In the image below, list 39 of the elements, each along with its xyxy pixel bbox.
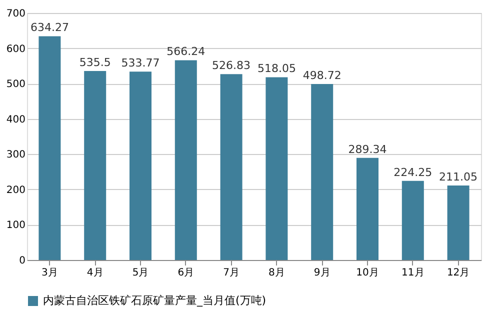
y-tick-label: 700 xyxy=(6,8,26,20)
data-label: 498.72 xyxy=(302,69,342,82)
bar xyxy=(356,158,378,260)
legend-label: 内蒙古自治区铁矿石原矿量产量_当月值(万吨) xyxy=(43,294,266,307)
data-label: 211.05 xyxy=(439,170,478,184)
bar xyxy=(174,60,197,260)
bar xyxy=(84,71,106,260)
data-label: 518.05 xyxy=(257,62,296,76)
y-tick-label: 500 xyxy=(6,79,26,90)
data-label: 566.24 xyxy=(166,45,206,58)
y-tick-label: 300 xyxy=(6,150,26,161)
x-tick-label: 3月 xyxy=(42,268,58,278)
y-tick-label: 200 xyxy=(6,184,26,196)
bar xyxy=(130,72,152,260)
bar xyxy=(402,180,424,260)
y-tick-label: 0 xyxy=(19,256,26,266)
data-label: 526.83 xyxy=(212,59,251,72)
x-tick-label: 9月 xyxy=(314,268,330,278)
data-label: 224.25 xyxy=(394,166,432,179)
y-tick-label: 600 xyxy=(6,44,26,55)
y-tick-label: 400 xyxy=(6,114,26,126)
data-label: 634.27 xyxy=(30,21,69,34)
x-tick-label: 12月 xyxy=(446,268,470,278)
x-tick-label: 7月 xyxy=(223,268,240,278)
x-tick-label: 5月 xyxy=(132,268,149,278)
data-label: 535.5 xyxy=(79,56,111,70)
bar xyxy=(447,186,470,260)
bar xyxy=(220,74,242,260)
x-tick-label: 10月 xyxy=(356,268,379,278)
data-label: 289.34 xyxy=(348,142,387,156)
x-tick-label: 4月 xyxy=(86,268,104,278)
y-tick-label: 100 xyxy=(6,220,26,232)
bar xyxy=(311,84,334,260)
bar xyxy=(266,77,288,260)
bar xyxy=(38,36,61,260)
data-label: 533.77 xyxy=(121,56,160,70)
x-tick-label: 8月 xyxy=(268,268,285,278)
x-tick-label: 11月 xyxy=(402,268,424,278)
x-tick-label: 6月 xyxy=(178,268,194,278)
